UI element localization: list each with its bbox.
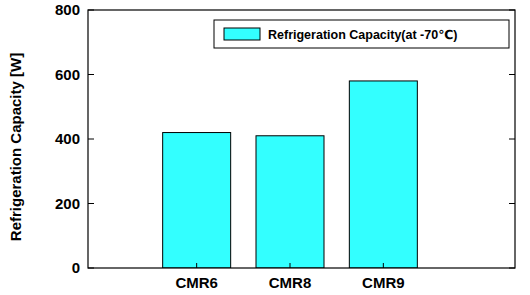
y-tick-label: 200 <box>55 195 80 212</box>
y-tick-right <box>509 10 515 11</box>
x-tick-label: CMR6 <box>175 274 218 291</box>
chart-container: 0 200 400 600 800 CMR6 CMR8 CMR9 Refrigeration C… <box>0 0 530 295</box>
x-tick <box>196 263 197 268</box>
legend: Refrigeration Capacity(at -70℃) <box>214 20 509 48</box>
x-tick <box>290 263 291 268</box>
bar <box>163 133 231 268</box>
x-tick <box>383 263 384 268</box>
y-tick <box>88 268 94 269</box>
x-tick-label: CMR9 <box>362 274 405 291</box>
legend-swatch <box>224 28 260 40</box>
legend-label: Refrigeration Capacity(at -70℃) <box>268 28 457 42</box>
y-tick-right <box>509 268 515 269</box>
y-tick-label: 0 <box>72 259 80 276</box>
chart-svg: 0 200 400 600 800 CMR6 CMR8 CMR9 Refrigeration C… <box>0 0 530 295</box>
y-tick-label: 800 <box>55 1 80 18</box>
bar <box>256 136 324 268</box>
plot-frame <box>88 10 515 268</box>
y-tick-label: 600 <box>55 66 80 83</box>
x-tick-label: CMR8 <box>269 274 312 291</box>
y-axis-label: Refrigeration Capacity [W] <box>7 53 24 241</box>
bar <box>349 81 417 268</box>
y-tick <box>88 10 94 11</box>
y-tick-right <box>509 203 515 204</box>
y-tick-label: 400 <box>55 130 80 147</box>
y-tick <box>88 74 94 75</box>
y-tick <box>88 139 94 140</box>
y-tick-right <box>509 74 515 75</box>
bars <box>163 81 418 268</box>
y-tick <box>88 203 94 204</box>
y-tick-right <box>509 139 515 140</box>
legend-box <box>214 20 509 48</box>
